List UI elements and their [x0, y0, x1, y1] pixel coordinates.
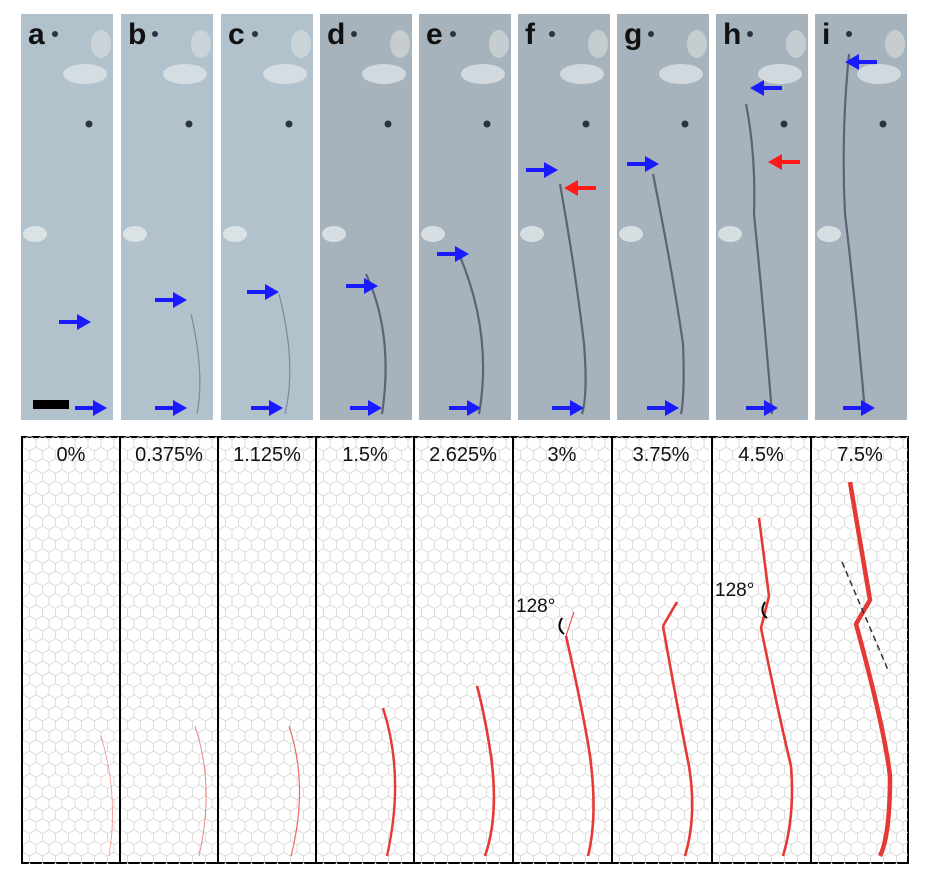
photo-image-g [617, 14, 709, 420]
graphene-lattice [415, 436, 511, 864]
strain-label: 0% [56, 444, 86, 466]
crack-path [381, 707, 397, 857]
panel-letter: g [624, 18, 643, 51]
strain-label: 7.5% [837, 444, 883, 466]
panel-divider [611, 436, 613, 864]
blue-arrow-icon [552, 400, 584, 416]
panel-letter: d [327, 18, 346, 51]
graphene-lattice [219, 436, 315, 864]
panel-letter: b [128, 18, 147, 51]
crack-path [661, 601, 694, 857]
panel-letter: e [426, 18, 443, 51]
blue-arrow-icon [746, 400, 778, 416]
blue-arrow-icon [843, 400, 875, 416]
photo-panel-h: h [716, 14, 808, 420]
graphene-lattice [713, 436, 809, 864]
photo-panel-f: f [518, 14, 610, 420]
photo-image-h [716, 14, 808, 420]
blue-arrow-icon [845, 54, 877, 70]
crack-path [847, 481, 893, 858]
blue-arrow-icon [449, 400, 481, 416]
panel-letter: i [822, 18, 831, 51]
photo-panel-g: g [617, 14, 709, 420]
blue-arrow-icon [350, 400, 382, 416]
blue-arrow-icon [346, 278, 378, 294]
crack-path [194, 725, 207, 857]
simulation-panel-g: 3.75% [613, 436, 709, 864]
panel-divider [413, 436, 415, 864]
simulation-panel-b: 0.375% [121, 436, 217, 864]
strain-label: 2.625% [429, 444, 497, 466]
crack-path [288, 725, 301, 857]
panel-letter: f [525, 18, 535, 51]
strain-label: 1.125% [233, 444, 301, 466]
photo-panel-a: a [21, 14, 113, 420]
strain-label: 4.5% [738, 444, 784, 466]
panel-divider [217, 436, 219, 864]
photo-image-d [320, 14, 412, 420]
strain-label: 0.375% [135, 444, 203, 466]
panel-divider [512, 436, 514, 864]
graphene-lattice [23, 436, 119, 864]
photo-panel-b: b [121, 14, 213, 420]
crack-path [564, 635, 595, 857]
blue-arrow-icon [251, 400, 283, 416]
photo-panel-i: i [815, 14, 907, 420]
scale-bar [33, 400, 69, 409]
red-arrow-icon [564, 180, 596, 196]
blue-arrow-icon [247, 284, 279, 300]
simulation-panel-e: 2.625% [415, 436, 511, 864]
photo-panel-d: d [320, 14, 412, 420]
strain-label: 3% [547, 444, 577, 466]
photo-image-a [21, 14, 113, 420]
panel-divider [119, 436, 121, 864]
blue-arrow-icon [59, 314, 91, 330]
graphene-lattice [812, 436, 908, 864]
blue-arrow-icon [155, 400, 187, 416]
angle-label: 128° [516, 596, 556, 617]
blue-arrow-icon [627, 156, 659, 172]
blue-arrow-icon [647, 400, 679, 416]
graphene-lattice [613, 436, 709, 864]
crack-path [100, 735, 114, 857]
photo-image-f [518, 14, 610, 420]
blue-arrow-icon [155, 292, 187, 308]
panel-letter: a [28, 18, 45, 51]
simulation-panel-h: 4.5% 128° [713, 436, 809, 864]
panel-letter: h [723, 18, 742, 51]
red-arrow-icon [768, 154, 800, 170]
crack-path [757, 517, 794, 857]
simulation-panel-i: 7.5% [812, 436, 908, 864]
photo-panel-e: e [419, 14, 511, 420]
simulation-panel-c: 1.125% [219, 436, 315, 864]
graphene-lattice [514, 436, 610, 864]
blue-arrow-icon [75, 400, 107, 416]
simulation-panel-d: 1.5% [317, 436, 413, 864]
panel-divider [711, 436, 713, 864]
photo-panel-c: c [221, 14, 313, 420]
simulation-panel-a: 0% [23, 436, 119, 864]
panel-letter: c [228, 18, 245, 51]
blue-arrow-icon [526, 162, 558, 178]
photo-image-i [815, 14, 907, 420]
blue-arrow-icon [750, 80, 782, 96]
strain-label: 1.5% [342, 444, 388, 466]
panel-divider [315, 436, 317, 864]
blue-arrow-icon [437, 246, 469, 262]
photo-image-e [419, 14, 511, 420]
graphene-lattice [121, 436, 217, 864]
strain-label: 3.75% [632, 444, 690, 466]
simulation-panel-f: 3% 128° [514, 436, 610, 864]
photo-image-b [121, 14, 213, 420]
photo-image-c [221, 14, 313, 420]
graphene-lattice [317, 436, 413, 864]
panel-divider [810, 436, 812, 864]
crack-path [475, 685, 496, 857]
angle-label: 128° [715, 580, 755, 601]
